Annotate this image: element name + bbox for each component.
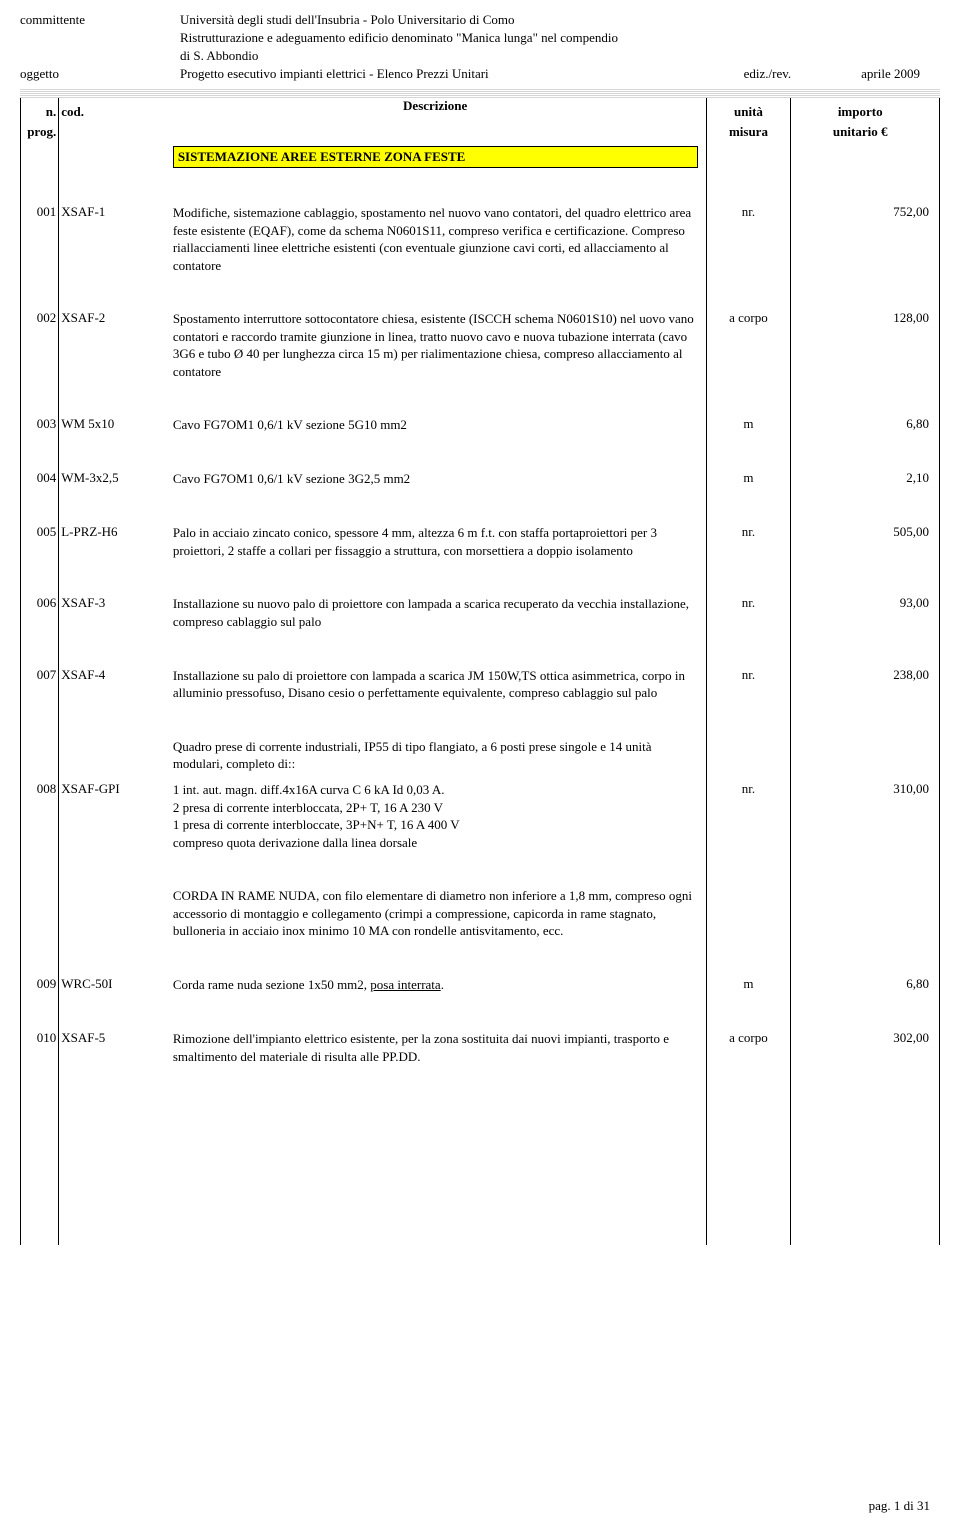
row-n: 010 [21,1012,59,1065]
row-imp: 238,00 [791,649,940,702]
row-desc: Installazione su nuovo palo di proiettor… [165,577,706,630]
row-n: 007 [21,649,59,702]
row-unit: nr. [706,649,791,702]
row-imp: 93,00 [791,577,940,630]
desc-post: 2 presa di corrente interbloccata, 2P+ T… [165,799,706,817]
desc-block: CORDA IN RAME NUDA, con filo elementare … [165,869,706,940]
row-n: 009 [21,958,59,994]
table-row: 008XSAF-GPI1 int. aut. magn. diff.4x16A … [21,773,940,799]
row-imp: 128,00 [791,292,940,380]
table-row: 001XSAF-1Modifiche, sistemazione cablagg… [21,186,940,274]
desc-post: compreso quota derivazione dalla linea d… [165,834,706,852]
row-cod: XSAF-2 [59,292,165,380]
underlined-text: posa interrata [370,977,440,992]
row-n: 004 [21,452,59,488]
th-cod: cod. [59,98,165,124]
committente-line1: Università degli studi dell'Insubria - P… [180,12,940,28]
row-unit: m [706,958,791,994]
committente-line3: di S. Abbondio [180,48,940,64]
row-cod: XSAF-5 [59,1012,165,1065]
table-row: 007XSAF-4Installazione su palo di proiet… [21,649,940,702]
oggetto-label: oggetto [20,66,180,82]
committente-label: committente [20,12,180,28]
table-row: 009WRC-50ICorda rame nuda sezione 1x50 m… [21,958,940,994]
row-cod: XSAF-1 [59,186,165,274]
table-row: 010XSAF-5Rimozione dell'impianto elettri… [21,1012,940,1065]
row-cod: L-PRZ-H6 [59,506,165,559]
row-unit: m [706,452,791,488]
row-unit: nr. [706,577,791,630]
row-unit: a corpo [706,1012,791,1065]
row-imp: 505,00 [791,506,940,559]
row-cod: WM 5x10 [59,398,165,434]
row-desc: Rimozione dell'impianto elettrico esiste… [165,1012,706,1065]
table-row: 004WM-3x2,5Cavo FG7OM1 0,6/1 kV sezione … [21,452,940,488]
table-row: 006XSAF-3Installazione su nuovo palo di … [21,577,940,630]
row-desc: Cavo FG7OM1 0,6/1 kV sezione 3G2,5 mm2 [165,452,706,488]
row-desc: Modifiche, sistemazione cablaggio, spost… [165,186,706,274]
row-imp: 302,00 [791,1012,940,1065]
row-desc: Spostamento interruttore sottocontatore … [165,292,706,380]
row-cod: XSAF-GPI [59,773,165,799]
row-imp: 2,10 [791,452,940,488]
row-n: 006 [21,577,59,630]
row-unit: m [706,398,791,434]
oggetto-value: Progetto esecutivo impianti elettrici - … [180,66,940,82]
row-unit: nr. [706,506,791,559]
row-imp: 6,80 [791,398,940,434]
th-desc: Descrizione [165,98,706,124]
desc-pre: Quadro prese di corrente industriali, IP… [165,720,706,773]
row-unit: nr. [706,773,791,799]
row-n: 005 [21,506,59,559]
th-unita: unità [706,98,791,124]
row-desc: 1 int. aut. magn. diff.4x16A curva C 6 k… [165,773,706,799]
row-unit: a corpo [706,292,791,380]
table-row: 005L-PRZ-H6Palo in acciaio zincato conic… [21,506,940,559]
th-unitario: unitario € [791,124,940,146]
table-row: 002XSAF-2Spostamento interruttore sottoc… [21,292,940,380]
desc-post: 1 presa di corrente interbloccate, 3P+N+… [165,816,706,834]
row-cod: WM-3x2,5 [59,452,165,488]
table-row: 003WM 5x10Cavo FG7OM1 0,6/1 kV sezione 5… [21,398,940,434]
row-desc: Palo in acciaio zincato conico, spessore… [165,506,706,559]
row-cod: XSAF-3 [59,577,165,630]
row-desc: Cavo FG7OM1 0,6/1 kV sezione 5G10 mm2 [165,398,706,434]
row-n: 002 [21,292,59,380]
th-importo: importo [791,98,940,124]
row-n: 008 [21,773,59,799]
page-footer: pag. 1 di 31 [20,1498,940,1534]
row-n: 003 [21,398,59,434]
row-imp: 752,00 [791,186,940,274]
th-n: n. [21,98,59,124]
section-title: SISTEMAZIONE AREE ESTERNE ZONA FESTE [173,146,698,168]
th-prog: prog. [21,124,59,146]
row-desc: Installazione su palo di proiettore con … [165,649,706,702]
header-divider [20,88,940,98]
row-unit: nr. [706,186,791,274]
row-cod: WRC-50I [59,958,165,994]
row-imp: 6,80 [791,958,940,994]
row-desc: Corda rame nuda sezione 1x50 mm2, posa i… [165,958,706,994]
doc-header: committente Università degli studi dell'… [20,0,940,82]
edition-label: ediz./rev. [744,66,792,82]
edition-value: aprile 2009 [861,66,920,82]
row-n: 001 [21,186,59,274]
price-table: n. cod. Descrizione unità importo prog. … [20,98,940,1245]
row-cod: XSAF-4 [59,649,165,702]
committente-line2: Ristrutturazione e adeguamento edificio … [180,30,940,46]
row-imp: 310,00 [791,773,940,799]
th-misura: misura [706,124,791,146]
